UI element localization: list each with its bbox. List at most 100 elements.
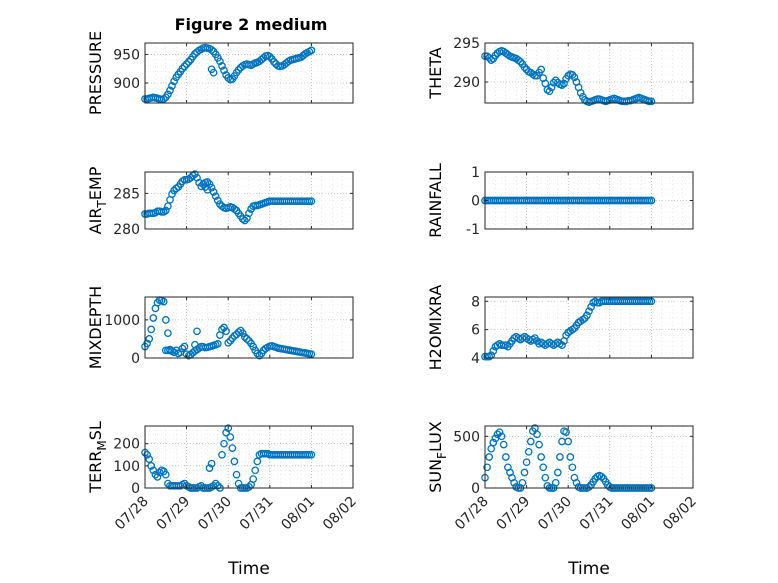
x-axis-label: Time (567, 559, 610, 579)
data-point (539, 463, 548, 472)
axes-box (144, 425, 354, 489)
data-point (234, 66, 243, 74)
data-point (213, 481, 222, 490)
data-point (238, 215, 247, 223)
data-point (161, 206, 170, 215)
h2omixra-panel: 4 6 8 H2OMIXRA (426, 285, 694, 371)
data-point (535, 440, 543, 449)
data-point (243, 335, 251, 343)
data-point (216, 57, 224, 66)
y-axis-label: AIRTEMP (86, 166, 109, 234)
data-point (240, 333, 249, 341)
data-point (562, 428, 570, 437)
data-point (485, 352, 494, 361)
data-point (230, 457, 239, 466)
data-point (647, 97, 656, 106)
data-point (232, 470, 241, 479)
data-point (228, 334, 237, 343)
y-tick-label: 0 (471, 194, 480, 210)
data-point (578, 315, 587, 324)
data-point (497, 432, 506, 441)
x-axis-label: Time (227, 559, 270, 579)
data-point (585, 307, 593, 316)
data-point (520, 63, 529, 72)
y-axis-label: H2OMIXRA (426, 285, 445, 371)
data-point (159, 95, 168, 103)
data-point (211, 479, 220, 488)
data-point (520, 468, 529, 477)
data-point (501, 453, 510, 461)
data-point (213, 340, 222, 348)
theta-panel: 290 295 THETA (426, 36, 694, 107)
data-point (151, 470, 160, 479)
data-point (245, 483, 253, 491)
plot-area (485, 297, 693, 358)
data-point (234, 479, 243, 488)
data-point (159, 297, 168, 306)
y-tick-label: 900 (113, 76, 140, 92)
data-point (193, 327, 201, 336)
data-point (226, 433, 235, 441)
data-point (164, 329, 172, 338)
data-point (514, 56, 523, 64)
data-point (145, 335, 154, 343)
data-point (220, 439, 228, 448)
data-point (570, 73, 579, 82)
data-point (485, 453, 494, 461)
data-point (161, 470, 170, 479)
rainfall-panel: -1 0 1 RAINFALL (426, 163, 694, 238)
data-point (545, 87, 554, 96)
data-point (207, 46, 216, 54)
data-point (558, 81, 566, 89)
y-axis-label: PRESSURE (86, 31, 105, 115)
plot-area (485, 43, 693, 103)
figure-title: Figure 2 medium (175, 15, 328, 34)
data-point (253, 349, 262, 358)
data-point (207, 459, 216, 468)
y-axis-label: MIXDEPTH (86, 286, 105, 369)
data-point (245, 209, 253, 218)
data-point (222, 327, 230, 336)
data-point (489, 438, 498, 447)
data-point (526, 437, 535, 446)
data-point (153, 473, 162, 481)
data-point (224, 424, 233, 433)
axes-box (484, 425, 694, 489)
data-point (147, 325, 156, 334)
data-point (166, 86, 174, 95)
y-tick-label: 0 (131, 351, 140, 367)
data-point (166, 346, 174, 355)
data-point (249, 342, 258, 351)
y-tick-label: 1 (471, 165, 480, 181)
data-point (524, 447, 533, 456)
data-point (585, 483, 593, 491)
data-point (238, 329, 247, 338)
y-tick-label: 950 (113, 47, 140, 63)
data-point (568, 463, 577, 472)
y-tick-label: 0 (131, 481, 140, 497)
data-point (143, 450, 151, 459)
data-point (597, 472, 606, 481)
data-point (178, 344, 187, 353)
data-point (537, 65, 546, 74)
data-point (572, 478, 581, 487)
plot-area (145, 43, 353, 103)
y-tick-label: 6 (471, 323, 480, 339)
data-point (253, 457, 262, 466)
data-point (203, 185, 212, 194)
data-point (556, 453, 564, 461)
data-point (228, 444, 237, 452)
data-point (168, 82, 176, 90)
data-point (483, 463, 491, 472)
y-tick-label: 280 (113, 222, 140, 238)
data-point (499, 440, 508, 449)
y-tick-label: 4 (471, 351, 480, 367)
y-axis-label: SUNFLUX (426, 421, 449, 493)
data-point (161, 316, 170, 324)
data-point (145, 455, 154, 464)
y-axis-label: TERRMSL (86, 421, 109, 494)
axes-box (144, 296, 354, 359)
